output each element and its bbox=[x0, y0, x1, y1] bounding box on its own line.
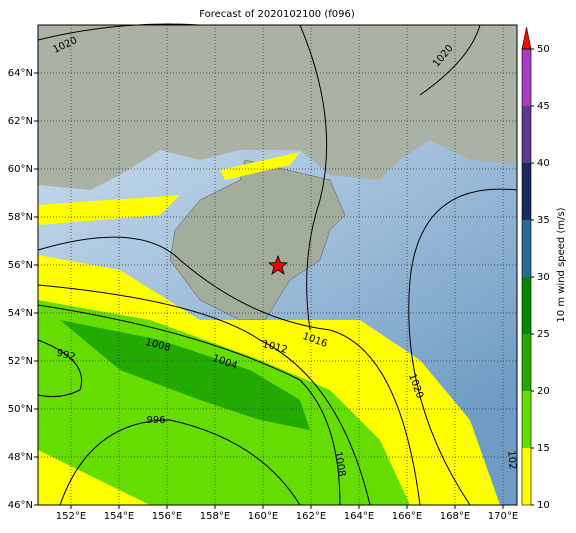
contour-label: 1008 bbox=[332, 451, 347, 478]
lat-tick-label: 56°N bbox=[8, 260, 33, 271]
lat-tick-label: 64°N bbox=[8, 68, 33, 79]
isobar bbox=[37, 284, 371, 506]
colorbar-segment bbox=[522, 220, 531, 277]
lon-tick-label: 152°E bbox=[56, 511, 86, 522]
colorbar-segment bbox=[522, 334, 531, 391]
colorbar-label: 10 m wind speed (m/s) bbox=[556, 207, 567, 322]
colorbar-tick-label: 20 bbox=[537, 386, 550, 397]
lat-tick-label: 58°N bbox=[8, 212, 33, 223]
colorbar-tick-label: 25 bbox=[537, 329, 550, 340]
colorbar-segment bbox=[522, 277, 531, 334]
lon-tick-label: 166°E bbox=[392, 511, 422, 522]
land bbox=[38, 25, 517, 190]
isobar bbox=[37, 304, 341, 506]
title: Forecast of 2020102100 (f096) bbox=[199, 9, 355, 20]
isobar bbox=[59, 419, 301, 506]
colorbar-tick-label: 10 bbox=[537, 500, 550, 511]
colorbar-tick-label: 40 bbox=[537, 158, 550, 169]
lon-tick-label: 156°E bbox=[152, 511, 182, 522]
colorbar-tick-label: 30 bbox=[537, 272, 550, 283]
lat-tick-label: 60°N bbox=[8, 164, 33, 175]
colorbar-tick-label: 50 bbox=[537, 44, 550, 55]
lat-tick-label: 50°N bbox=[8, 404, 33, 415]
isobar bbox=[37, 236, 421, 506]
lat-tick-label: 52°N bbox=[8, 356, 33, 367]
lon-tick-label: 170°E bbox=[488, 511, 518, 522]
colorbar-segment bbox=[522, 448, 531, 505]
colorbar: 10 15 20 25 30 35 40 45 50 bbox=[521, 26, 550, 511]
colorbar-extend bbox=[521, 26, 532, 50]
isobar bbox=[37, 339, 82, 398]
lat-tick-label: 48°N bbox=[8, 452, 33, 463]
colorbar-tick-label: 35 bbox=[537, 215, 550, 226]
colorbar-segment bbox=[522, 163, 531, 220]
lon-tick-label: 162°E bbox=[296, 511, 326, 522]
location-star bbox=[267, 254, 289, 275]
isobar bbox=[299, 24, 328, 331]
contour-label: 996 bbox=[146, 415, 165, 426]
colorbar-tick-label: 15 bbox=[537, 443, 550, 454]
isobar bbox=[419, 24, 481, 96]
wind-area bbox=[220, 152, 300, 180]
lat-tick-label: 46°N bbox=[8, 500, 33, 511]
wind-area bbox=[38, 195, 180, 225]
contour-label: 102 bbox=[505, 450, 518, 470]
lat-tick-label: 54°N bbox=[8, 308, 33, 319]
lon-tick-label: 160°E bbox=[248, 511, 278, 522]
colorbar-tick-label: 45 bbox=[537, 101, 550, 112]
lat-tick-label: 62°N bbox=[8, 116, 33, 127]
wind-area bbox=[60, 320, 310, 430]
colorbar-segment bbox=[522, 49, 531, 106]
colorbar-segment bbox=[522, 391, 531, 448]
lon-tick-label: 168°E bbox=[440, 511, 470, 522]
isobar bbox=[408, 188, 518, 506]
lon-tick-label: 158°E bbox=[200, 511, 230, 522]
contour-label: 992 bbox=[55, 348, 76, 364]
lon-tick-label: 154°E bbox=[104, 511, 134, 522]
isobar bbox=[37, 23, 201, 41]
lon-tick-label: 164°E bbox=[344, 511, 374, 522]
colorbar-segment bbox=[522, 106, 531, 163]
